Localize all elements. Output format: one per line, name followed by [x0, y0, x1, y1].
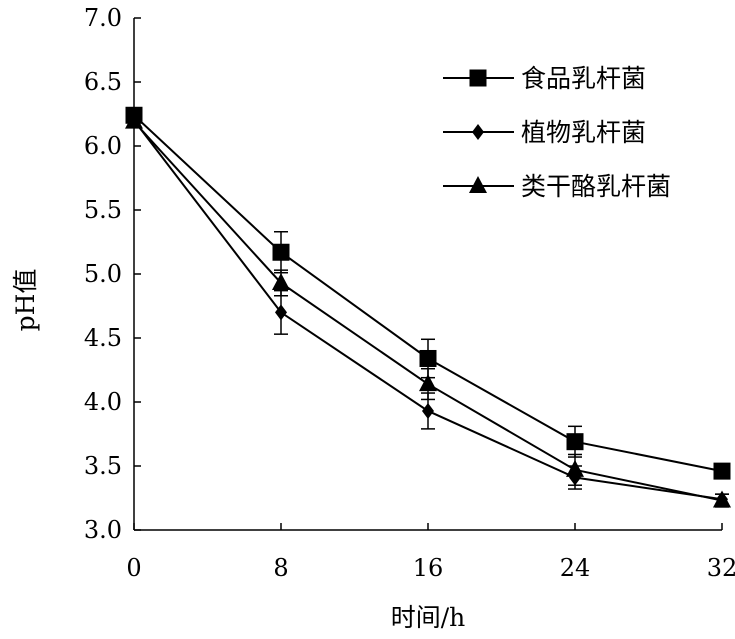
y-axis-title: pH值 — [11, 269, 40, 332]
x-ticks: 0 8 16 24 32 — [126, 523, 735, 582]
legend-marker — [472, 124, 484, 140]
x-tick-label: 16 — [413, 554, 444, 582]
x-tick-label: 24 — [560, 554, 591, 582]
y-tick-label: 3.5 — [84, 452, 122, 480]
legend-label: 类干酪乳杆菌 — [521, 172, 671, 201]
y-tick-label: 6.5 — [84, 68, 122, 96]
legend-item: 类干酪乳杆菌 — [443, 172, 671, 201]
legend-marker — [469, 176, 487, 193]
x-tick-label: 0 — [126, 554, 141, 582]
y-tick-label: 6.0 — [84, 132, 122, 160]
legend-item: 食品乳杆菌 — [443, 64, 646, 93]
data-point — [272, 243, 290, 261]
y-tick-label: 3.0 — [84, 516, 122, 544]
x-tick-label: 32 — [707, 554, 735, 582]
data-point — [713, 462, 731, 480]
data-point — [566, 459, 584, 477]
data-point — [422, 402, 434, 419]
data-point — [272, 272, 290, 290]
y-tick-label: 4.0 — [84, 388, 122, 416]
legend-item: 植物乳杆菌 — [443, 118, 646, 147]
data-point — [275, 304, 287, 321]
series-layer — [125, 106, 731, 508]
x-tick-label: 8 — [273, 554, 288, 582]
y-ticks: 3.0 3.5 4.0 4.5 5.0 5.5 6.0 6.5 7.0 — [84, 4, 141, 544]
legend-label: 食品乳杆菌 — [521, 64, 646, 93]
x-axis-title: 时间/h — [391, 603, 466, 632]
series-triangle — [125, 111, 731, 508]
y-tick-label: 7.0 — [84, 4, 122, 32]
data-point — [125, 111, 143, 129]
data-point — [566, 433, 584, 451]
legend-label: 植物乳杆菌 — [521, 118, 646, 147]
data-point — [419, 349, 437, 367]
y-tick-label: 5.0 — [84, 260, 122, 288]
series-square — [125, 106, 731, 480]
data-point — [419, 374, 437, 392]
data-point — [713, 490, 731, 508]
legend-marker — [469, 69, 487, 87]
y-tick-label: 5.5 — [84, 196, 122, 224]
y-tick-label: 4.5 — [84, 324, 122, 352]
